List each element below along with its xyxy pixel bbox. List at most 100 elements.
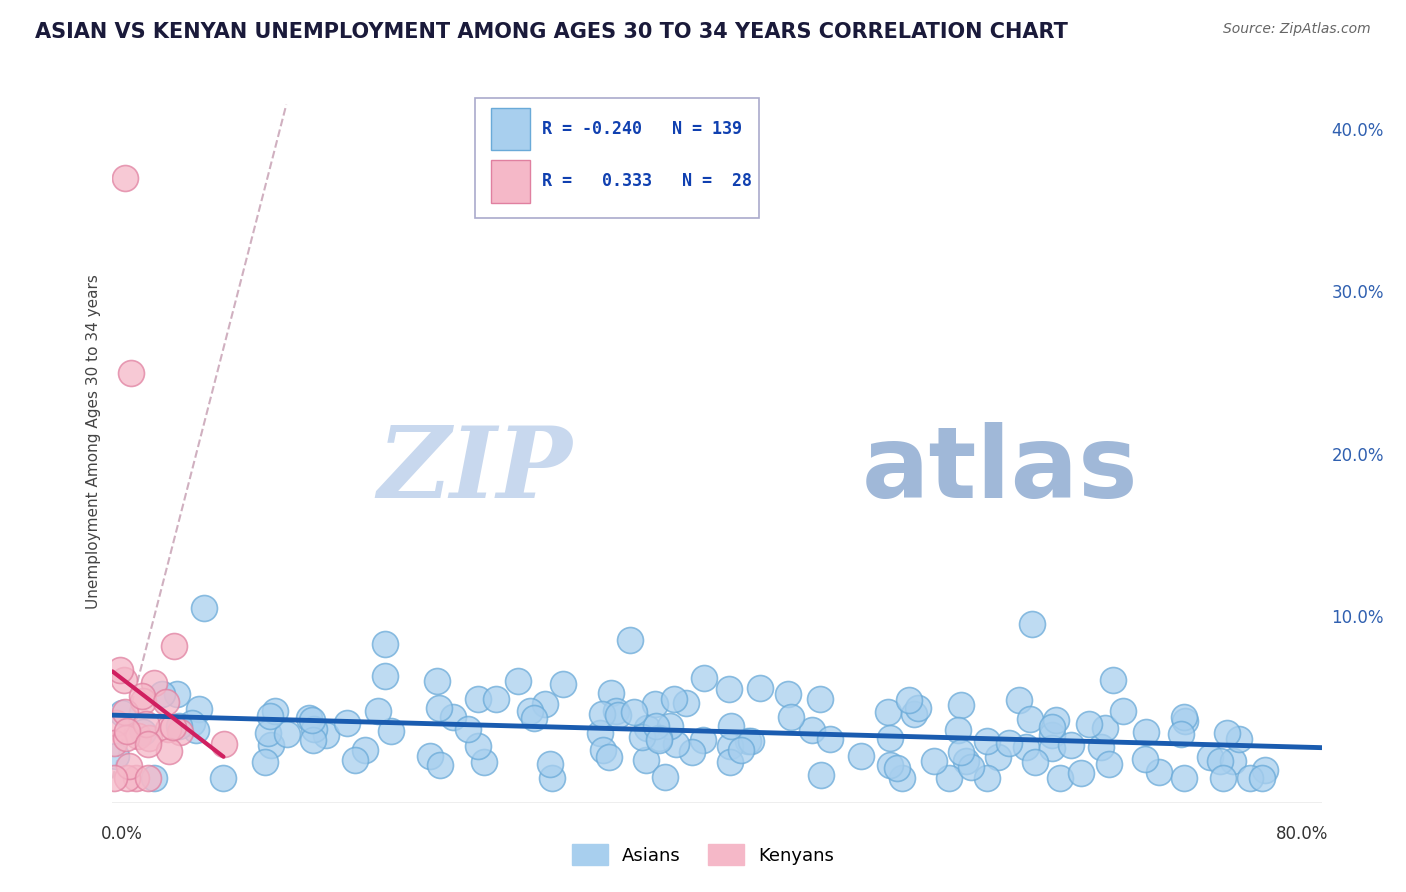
Point (1147, 765, 1170, 780)
Point (259, 709, 281, 723)
Point (897, 693, 920, 707)
Point (1094, 721, 1116, 735)
Point (949, 745, 972, 759)
Point (367, 704, 389, 718)
Point (115, 724, 138, 739)
Point (169, 719, 191, 733)
Point (142, 772, 165, 786)
Point (890, 771, 912, 785)
Point (630, 730, 652, 744)
Point (1024, 756, 1046, 770)
Point (675, 696, 697, 710)
Point (1040, 720, 1063, 734)
Point (623, 705, 645, 719)
Point (533, 698, 555, 712)
Point (1254, 763, 1277, 777)
Point (301, 713, 323, 727)
Point (659, 719, 682, 733)
Point (193, 601, 215, 615)
Point (665, 737, 688, 751)
Point (879, 731, 901, 745)
Point (648, 733, 671, 747)
Point (986, 749, 1008, 764)
Point (136, 737, 159, 751)
Point (1112, 704, 1135, 718)
Point (354, 742, 377, 756)
Point (600, 686, 623, 700)
Point (1070, 766, 1092, 780)
Point (998, 736, 1021, 750)
Point (118, 758, 141, 772)
Text: ZIP: ZIP (377, 422, 572, 518)
Point (681, 745, 703, 759)
Point (155, 695, 177, 709)
Point (211, 772, 233, 786)
Point (718, 681, 741, 696)
Point (619, 633, 641, 648)
Point (184, 723, 207, 737)
Text: Source: ZipAtlas.com: Source: ZipAtlas.com (1223, 22, 1371, 37)
Point (598, 749, 620, 764)
Point (1045, 713, 1067, 727)
Point (1049, 772, 1071, 786)
Point (1173, 710, 1195, 724)
Point (737, 733, 759, 747)
FancyBboxPatch shape (491, 108, 530, 151)
Text: ASIAN VS KENYAN UNEMPLOYMENT AMONG AGES 30 TO 34 YEARS CORRELATION CHART: ASIAN VS KENYAN UNEMPLOYMENT AMONG AGES … (35, 22, 1069, 42)
Point (922, 754, 945, 768)
Point (1199, 750, 1222, 764)
Point (441, 709, 464, 723)
Point (419, 748, 441, 763)
Point (467, 692, 489, 706)
Point (380, 724, 402, 739)
Point (1212, 772, 1234, 786)
Point (457, 722, 479, 736)
Point (879, 757, 901, 772)
Point (1133, 751, 1156, 765)
Point (662, 692, 685, 706)
Point (138, 731, 160, 746)
Point (519, 704, 541, 718)
Point (374, 636, 396, 650)
Point (260, 738, 283, 752)
Point (636, 753, 658, 767)
Point (136, 772, 159, 786)
Point (718, 756, 741, 770)
Point (344, 753, 367, 767)
Point (808, 692, 831, 706)
Point (257, 725, 280, 739)
Point (114, 170, 136, 185)
Point (955, 754, 977, 768)
Point (157, 722, 180, 736)
Point (960, 760, 983, 774)
Point (740, 734, 762, 748)
Point (135, 717, 157, 731)
Point (111, 706, 134, 721)
Point (429, 757, 451, 772)
Point (886, 761, 908, 775)
Point (104, 716, 127, 731)
Point (606, 707, 628, 722)
Point (779, 710, 801, 724)
Point (1173, 772, 1195, 786)
Point (1078, 716, 1101, 731)
Y-axis label: Unemployment Among Ages 30 to 34 years: Unemployment Among Ages 30 to 34 years (86, 274, 101, 609)
Point (163, 639, 186, 653)
Point (589, 726, 612, 740)
Point (127, 729, 149, 743)
Point (1090, 740, 1112, 755)
Point (187, 702, 209, 716)
Legend: Asians, Kenyans: Asians, Kenyans (562, 835, 844, 874)
Point (1008, 692, 1031, 706)
Point (169, 725, 191, 739)
Point (538, 756, 561, 771)
Text: 0.0%: 0.0% (101, 825, 143, 843)
Point (645, 719, 668, 733)
Point (1170, 727, 1192, 741)
Point (103, 772, 125, 786)
Point (1015, 739, 1038, 754)
Point (1135, 724, 1157, 739)
Point (720, 719, 742, 733)
Point (877, 705, 900, 719)
Point (485, 692, 508, 706)
